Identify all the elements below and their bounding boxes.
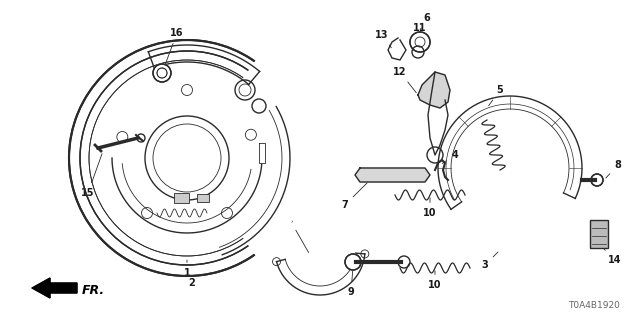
Circle shape — [145, 116, 229, 200]
Text: 10: 10 — [428, 271, 442, 290]
Text: 6: 6 — [420, 13, 430, 30]
Text: 3: 3 — [287, 215, 308, 252]
Text: 14: 14 — [601, 246, 621, 265]
Circle shape — [410, 32, 430, 52]
Text: T0A4B1920: T0A4B1920 — [568, 301, 620, 310]
Text: 7: 7 — [342, 182, 368, 210]
Text: 13: 13 — [375, 30, 391, 48]
Polygon shape — [418, 72, 450, 108]
FancyBboxPatch shape — [174, 193, 189, 203]
Text: 11: 11 — [413, 23, 427, 49]
Text: 9: 9 — [348, 270, 355, 297]
Polygon shape — [355, 168, 430, 182]
Text: 1: 1 — [184, 260, 190, 278]
Text: 2: 2 — [189, 278, 195, 288]
Text: 16: 16 — [163, 28, 184, 70]
Text: 12: 12 — [393, 67, 416, 93]
FancyBboxPatch shape — [590, 220, 608, 248]
Text: 15: 15 — [81, 154, 102, 198]
FancyBboxPatch shape — [197, 194, 209, 202]
Circle shape — [69, 40, 305, 276]
Text: 5: 5 — [488, 85, 504, 106]
Circle shape — [345, 254, 361, 270]
Circle shape — [153, 64, 171, 82]
Text: FR.: FR. — [82, 284, 105, 297]
Wedge shape — [187, 57, 310, 259]
Text: 3: 3 — [482, 252, 498, 270]
Circle shape — [591, 174, 603, 186]
Text: 10: 10 — [423, 198, 436, 218]
Polygon shape — [32, 278, 77, 298]
Text: 4: 4 — [442, 150, 458, 164]
Text: 8: 8 — [606, 160, 621, 178]
